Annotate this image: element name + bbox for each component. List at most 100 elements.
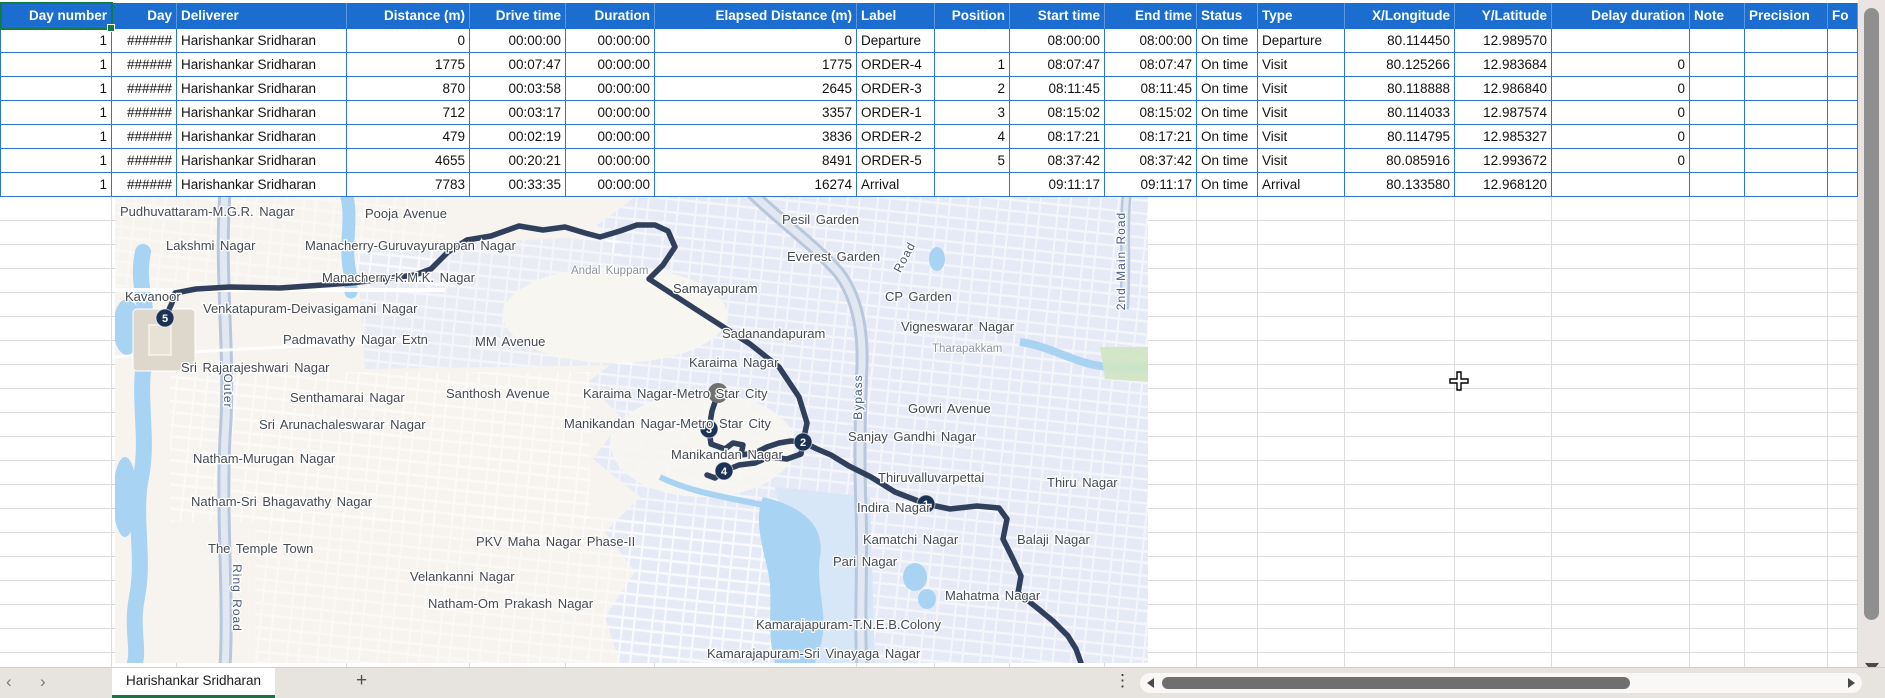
column-header[interactable]: Type [1258, 3, 1345, 29]
cell[interactable]: 3357 [655, 101, 857, 125]
cell[interactable]: 80.118888 [1345, 77, 1455, 101]
cell[interactable]: 08:37:42 [1010, 149, 1105, 173]
vertical-scrollbar[interactable] [1858, 0, 1885, 698]
cell[interactable]: 0 [1552, 149, 1690, 173]
more-handle-icon[interactable]: ⋮ [1114, 671, 1131, 690]
cell[interactable]: 1 [935, 53, 1010, 77]
cell[interactable]: 80.114450 [1345, 29, 1455, 53]
cell[interactable]: 08:37:42 [1105, 149, 1197, 173]
cell[interactable]: 08:11:45 [1010, 77, 1105, 101]
cell[interactable]: 08:07:47 [1105, 53, 1197, 77]
cell[interactable] [935, 173, 1010, 197]
cell[interactable]: Departure [1258, 29, 1345, 53]
scroll-left-icon[interactable] [1147, 678, 1154, 688]
column-header[interactable]: Precision [1745, 3, 1828, 29]
cell[interactable]: Visit [1258, 125, 1345, 149]
cell[interactable]: 1 [0, 101, 112, 125]
cell[interactable]: 12.989570 [1455, 29, 1552, 53]
cell[interactable]: 80.114033 [1345, 101, 1455, 125]
cell[interactable]: 12.968120 [1455, 173, 1552, 197]
cell[interactable]: 08:00:00 [1105, 29, 1197, 53]
cell[interactable] [1745, 101, 1828, 125]
column-header[interactable]: Status [1197, 3, 1258, 29]
cell[interactable]: 1 [0, 125, 112, 149]
cell[interactable]: Visit [1258, 149, 1345, 173]
cell[interactable]: 00:02:19 [470, 125, 566, 149]
cell[interactable]: 08:07:47 [1010, 53, 1105, 77]
cell[interactable]: 0 [1552, 53, 1690, 77]
cell[interactable]: ORDER-3 [857, 77, 935, 101]
cell[interactable]: Harishankar Sridharan [177, 125, 347, 149]
cell[interactable]: 2 [935, 77, 1010, 101]
cell[interactable]: Departure [857, 29, 935, 53]
cell[interactable]: Harishankar Sridharan [177, 149, 347, 173]
cell[interactable]: 1775 [347, 53, 470, 77]
cell[interactable]: 1 [0, 77, 112, 101]
cell[interactable]: 1 [0, 29, 112, 53]
horizontal-scrollbar-thumb[interactable] [1162, 677, 1630, 689]
cell[interactable]: 00:00:00 [566, 29, 655, 53]
cell[interactable]: 5 [935, 149, 1010, 173]
cell[interactable] [1690, 29, 1745, 53]
cell[interactable]: 4 [935, 125, 1010, 149]
cell[interactable] [935, 29, 1010, 53]
cell[interactable]: 08:15:02 [1105, 101, 1197, 125]
cell[interactable] [1690, 101, 1745, 125]
cell[interactable]: ###### [112, 29, 177, 53]
cell[interactable]: 08:17:21 [1010, 125, 1105, 149]
cell[interactable]: 00:00:00 [566, 149, 655, 173]
cell[interactable] [1745, 125, 1828, 149]
cell[interactable]: On time [1197, 149, 1258, 173]
column-header[interactable]: Delay duration [1552, 3, 1690, 29]
cell[interactable]: Visit [1258, 77, 1345, 101]
cell[interactable]: Harishankar Sridharan [177, 53, 347, 77]
cell[interactable] [1552, 29, 1690, 53]
cell[interactable] [1828, 101, 1858, 125]
cell[interactable]: ###### [112, 101, 177, 125]
cell[interactable]: 00:00:00 [470, 29, 566, 53]
cell[interactable]: On time [1197, 101, 1258, 125]
cell[interactable]: ORDER-5 [857, 149, 935, 173]
column-header[interactable]: Fo [1828, 3, 1858, 29]
cell[interactable]: 4655 [347, 149, 470, 173]
cell[interactable]: 0 [1552, 125, 1690, 149]
cell[interactable]: Harishankar Sridharan [177, 29, 347, 53]
cell[interactable]: 00:00:00 [566, 173, 655, 197]
cell[interactable]: 00:20:21 [470, 149, 566, 173]
cell[interactable]: 712 [347, 101, 470, 125]
column-header[interactable]: Label [857, 3, 935, 29]
cell[interactable] [1690, 53, 1745, 77]
cell[interactable]: 00:00:00 [566, 53, 655, 77]
cell[interactable]: 80.085916 [1345, 149, 1455, 173]
column-header[interactable]: Distance (m) [347, 3, 470, 29]
cell[interactable]: 00:33:35 [470, 173, 566, 197]
cell[interactable]: 08:11:45 [1105, 77, 1197, 101]
cell[interactable]: On time [1197, 29, 1258, 53]
column-header[interactable]: Deliverer [177, 3, 347, 29]
cell[interactable]: On time [1197, 53, 1258, 77]
column-header[interactable]: X/Longitude [1345, 3, 1455, 29]
cell[interactable]: ORDER-4 [857, 53, 935, 77]
cell[interactable]: 80.125266 [1345, 53, 1455, 77]
cell[interactable]: 12.987574 [1455, 101, 1552, 125]
cell[interactable]: 0 [1552, 77, 1690, 101]
cell[interactable]: Harishankar Sridharan [177, 173, 347, 197]
sheet-nav-right-icon[interactable]: › [40, 672, 46, 691]
column-header[interactable]: Position [935, 3, 1010, 29]
cell[interactable] [1745, 149, 1828, 173]
horizontal-scrollbar[interactable] [1140, 673, 1862, 693]
cell[interactable]: 12.986840 [1455, 77, 1552, 101]
column-header[interactable]: Y/Latitude [1455, 3, 1552, 29]
cell[interactable]: On time [1197, 125, 1258, 149]
cell[interactable]: On time [1197, 77, 1258, 101]
cell[interactable]: 12.993672 [1455, 149, 1552, 173]
sheet-tab-active[interactable]: Harishankar Sridharan [112, 668, 276, 698]
cell[interactable] [1745, 173, 1828, 197]
cell[interactable]: Harishankar Sridharan [177, 77, 347, 101]
cell[interactable] [1828, 125, 1858, 149]
cell[interactable]: 3836 [655, 125, 857, 149]
cell[interactable] [1828, 149, 1858, 173]
cell[interactable]: 1 [0, 173, 112, 197]
cell[interactable]: ORDER-2 [857, 125, 935, 149]
cell[interactable] [1552, 173, 1690, 197]
